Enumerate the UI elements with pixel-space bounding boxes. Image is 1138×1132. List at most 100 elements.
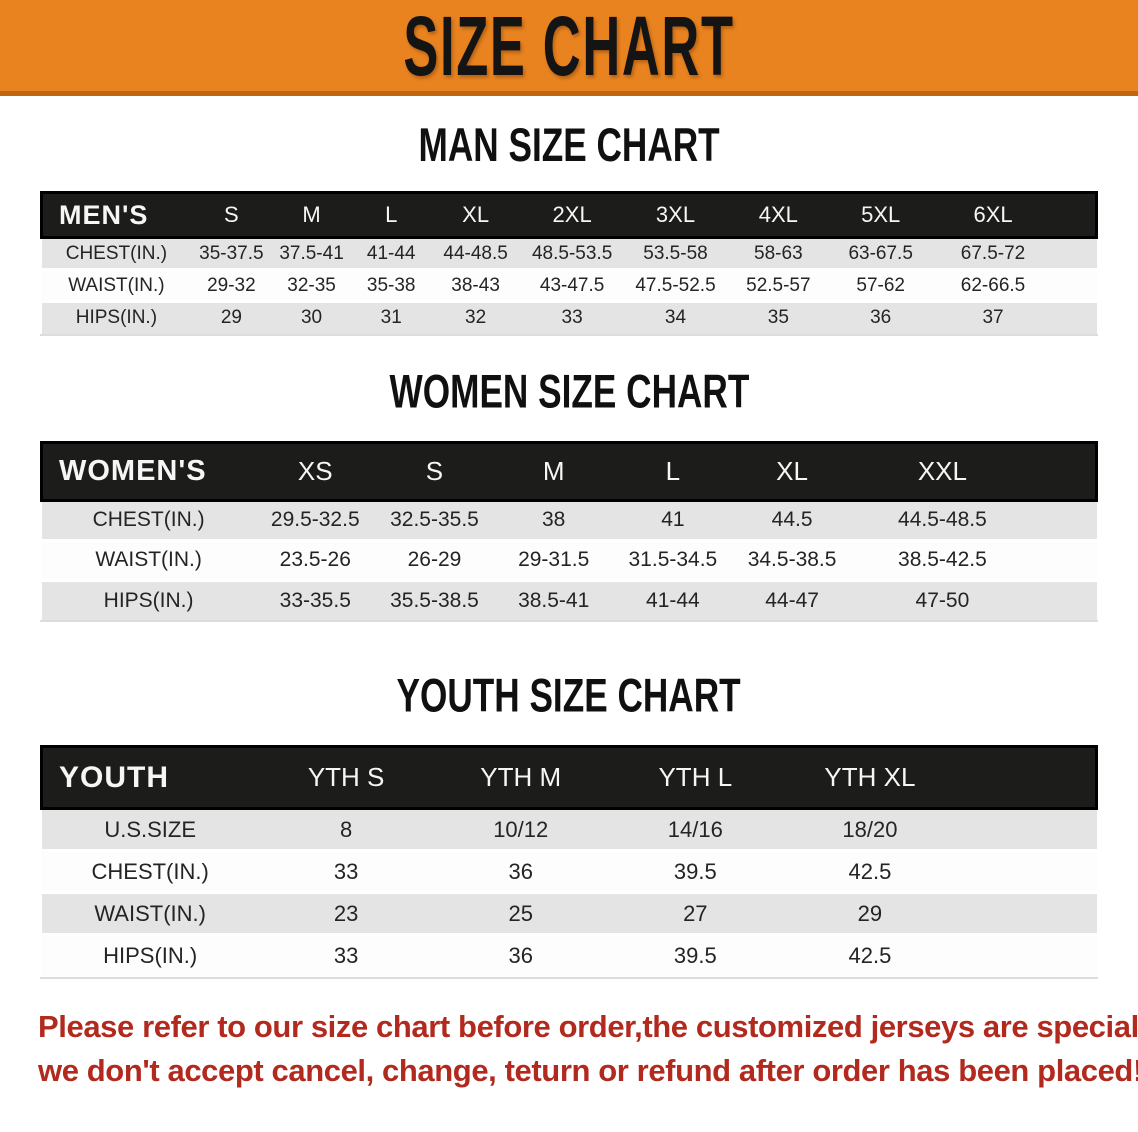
- row-spacer-cell: [1054, 236, 1097, 270]
- measurement-value: 38: [494, 498, 614, 540]
- measurement-row: WAIST(IN.) 23 25 27 29: [41, 891, 1097, 935]
- header-spacer-cell: [1033, 440, 1099, 502]
- youth-size-section: YOUTH SIZE CHART YOUTH YTH S YTH M YTH L YTH…: [0, 622, 1138, 979]
- youth-section-heading-text: YOUTH SIZE CHART: [396, 669, 742, 722]
- row-spacer-cell: [1033, 538, 1097, 580]
- row-spacer-cell: [1054, 300, 1097, 334]
- table-title-cell: MEN'S: [40, 191, 192, 239]
- youth-size-table-wrap: YOUTH YTH S YTH M YTH L YTH XL U.S.SIZE 8 10/1…: [39, 745, 1099, 979]
- size-column-header: YTH M: [433, 745, 609, 810]
- row-spacer-cell: [1033, 578, 1097, 620]
- size-column-header: L: [613, 440, 733, 502]
- measurement-value: 33: [520, 300, 624, 334]
- size-column-header: YTH L: [608, 745, 783, 810]
- size-column-header: XL: [732, 440, 852, 502]
- measurement-value: 32: [430, 300, 521, 334]
- measurement-value: 38-43: [430, 268, 521, 302]
- measurement-label: CHEST(IN.): [41, 236, 192, 270]
- row-spacer-cell: [1033, 498, 1097, 540]
- measurement-value: 62-66.5: [931, 268, 1055, 302]
- measurement-label: WAIST(IN.): [41, 538, 256, 580]
- size-header-row: YOUTH YTH S YTH M YTH L YTH XL: [39, 745, 1099, 810]
- measurement-value: 34.5-38.5: [732, 538, 852, 580]
- table-title-cell: WOMEN'S: [39, 440, 256, 502]
- measurement-value: 30: [271, 300, 352, 334]
- women-section-heading-text: WOMEN SIZE CHART: [389, 365, 749, 418]
- man-size-section: MAN SIZE CHART MEN'S S M L XL 2XL 3XL 4XL 5XL 6XL…: [0, 96, 1138, 336]
- measurement-label: U.S.SIZE: [41, 807, 259, 851]
- measurement-value: 29: [782, 891, 958, 935]
- row-spacer-cell: [957, 933, 1097, 977]
- measurement-value: 34: [623, 300, 728, 334]
- size-column-header: YTH S: [258, 745, 434, 810]
- measurement-label: WAIST(IN.): [41, 891, 259, 935]
- youth-section-heading: YOUTH SIZE CHART: [0, 622, 1138, 745]
- measurement-value: 26-29: [374, 538, 495, 580]
- measurement-value: 29-31.5: [494, 538, 614, 580]
- measurement-value: 8: [258, 807, 434, 851]
- man-section-heading-text: MAN SIZE CHART: [418, 119, 720, 172]
- measurement-label: HIPS(IN.): [41, 300, 192, 334]
- measurement-row: HIPS(IN.) 33-35.5 35.5-38.5 38.5-41 41-44 44-…: [41, 578, 1097, 620]
- row-spacer-cell: [957, 891, 1097, 935]
- women-section-heading: WOMEN SIZE CHART: [0, 336, 1138, 441]
- measurement-value: 31: [351, 300, 431, 334]
- measurement-value: 41-44: [351, 236, 431, 270]
- measurement-value: 29: [191, 300, 272, 334]
- size-chart-banner: SIZE CHART: [0, 0, 1138, 96]
- measurement-value: 39.5: [608, 933, 783, 977]
- measurement-value: 10/12: [433, 807, 609, 851]
- measurement-value: 53.5-58: [623, 236, 728, 270]
- measurement-value: 39.5: [608, 849, 783, 893]
- measurement-value: 25: [433, 891, 609, 935]
- measurement-value: 43-47.5: [520, 268, 624, 302]
- measurement-row: CHEST(IN.) 29.5-32.5 32.5-35.5 38 41 44.5 44.5…: [41, 498, 1097, 540]
- measurement-value: 23: [258, 891, 434, 935]
- size-column-header: YTH XL: [782, 745, 958, 810]
- measurement-value: 37.5-41: [271, 236, 352, 270]
- measurement-value: 35.5-38.5: [374, 578, 495, 620]
- women-size-table-wrap: WOMEN'S XS S M L XL XXL CHEST(IN.) 29.5-32.5 32.…: [39, 440, 1099, 622]
- banner-title: SIZE CHART: [403, 0, 735, 94]
- measurement-value: 36: [433, 933, 609, 977]
- measurement-value: 57-62: [829, 268, 932, 302]
- size-column-header: 3XL: [623, 191, 728, 239]
- size-header-row: WOMEN'S XS S M L XL XXL: [39, 440, 1099, 502]
- measurement-value: 33: [258, 933, 434, 977]
- size-column-header: M: [494, 440, 614, 502]
- size-column-header: S: [374, 440, 495, 502]
- measurement-label: WAIST(IN.): [41, 268, 192, 302]
- measurement-value: 18/20: [782, 807, 958, 851]
- measurement-value: 44.5-48.5: [851, 498, 1034, 540]
- measurement-label: CHEST(IN.): [41, 498, 256, 540]
- women-size-section: WOMEN SIZE CHART WOMEN'S XS S M L XL XXL CHEST…: [0, 336, 1138, 622]
- measurement-value: 52.5-57: [727, 268, 830, 302]
- measurement-value: 35-38: [351, 268, 431, 302]
- measurement-row: HIPS(IN.) 33 36 39.5 42.5: [41, 933, 1097, 977]
- measurement-value: 44.5: [732, 498, 852, 540]
- header-spacer-cell: [957, 745, 1099, 810]
- measurement-label: HIPS(IN.): [41, 933, 259, 977]
- measurement-value: 41: [613, 498, 733, 540]
- table-title-cell: YOUTH: [39, 745, 259, 810]
- women-size-table: WOMEN'S XS S M L XL XXL CHEST(IN.) 29.5-32.5 32.…: [39, 440, 1099, 620]
- measurement-value: 58-63: [727, 236, 830, 270]
- men-size-table-wrap: MEN'S S M L XL 2XL 3XL 4XL 5XL 6XL CHEST(IN.) 35-3…: [40, 191, 1099, 336]
- measurement-value: 33-35.5: [255, 578, 375, 620]
- measurement-value: 44-47: [732, 578, 852, 620]
- measurement-value: 29.5-32.5: [255, 498, 375, 540]
- disclaimer-line-2: we don't accept cancel, change, teturn o…: [38, 1052, 1138, 1088]
- measurement-row: U.S.SIZE 8 10/12 14/16 18/20: [41, 807, 1097, 851]
- row-spacer-cell: [1054, 268, 1097, 302]
- measurement-value: 33: [258, 849, 434, 893]
- measurement-value: 38.5-41: [494, 578, 614, 620]
- measurement-value: 38.5-42.5: [851, 538, 1034, 580]
- measurement-value: 36: [433, 849, 609, 893]
- measurement-value: 44-48.5: [430, 236, 521, 270]
- size-column-header: 4XL: [727, 191, 830, 239]
- size-column-header: 5XL: [829, 191, 932, 239]
- measurement-row: HIPS(IN.) 29 30 31 32 33 34 35 36 37: [41, 300, 1097, 334]
- size-column-header: L: [351, 191, 431, 239]
- measurement-value: 41-44: [613, 578, 733, 620]
- measurement-value: 27: [608, 891, 783, 935]
